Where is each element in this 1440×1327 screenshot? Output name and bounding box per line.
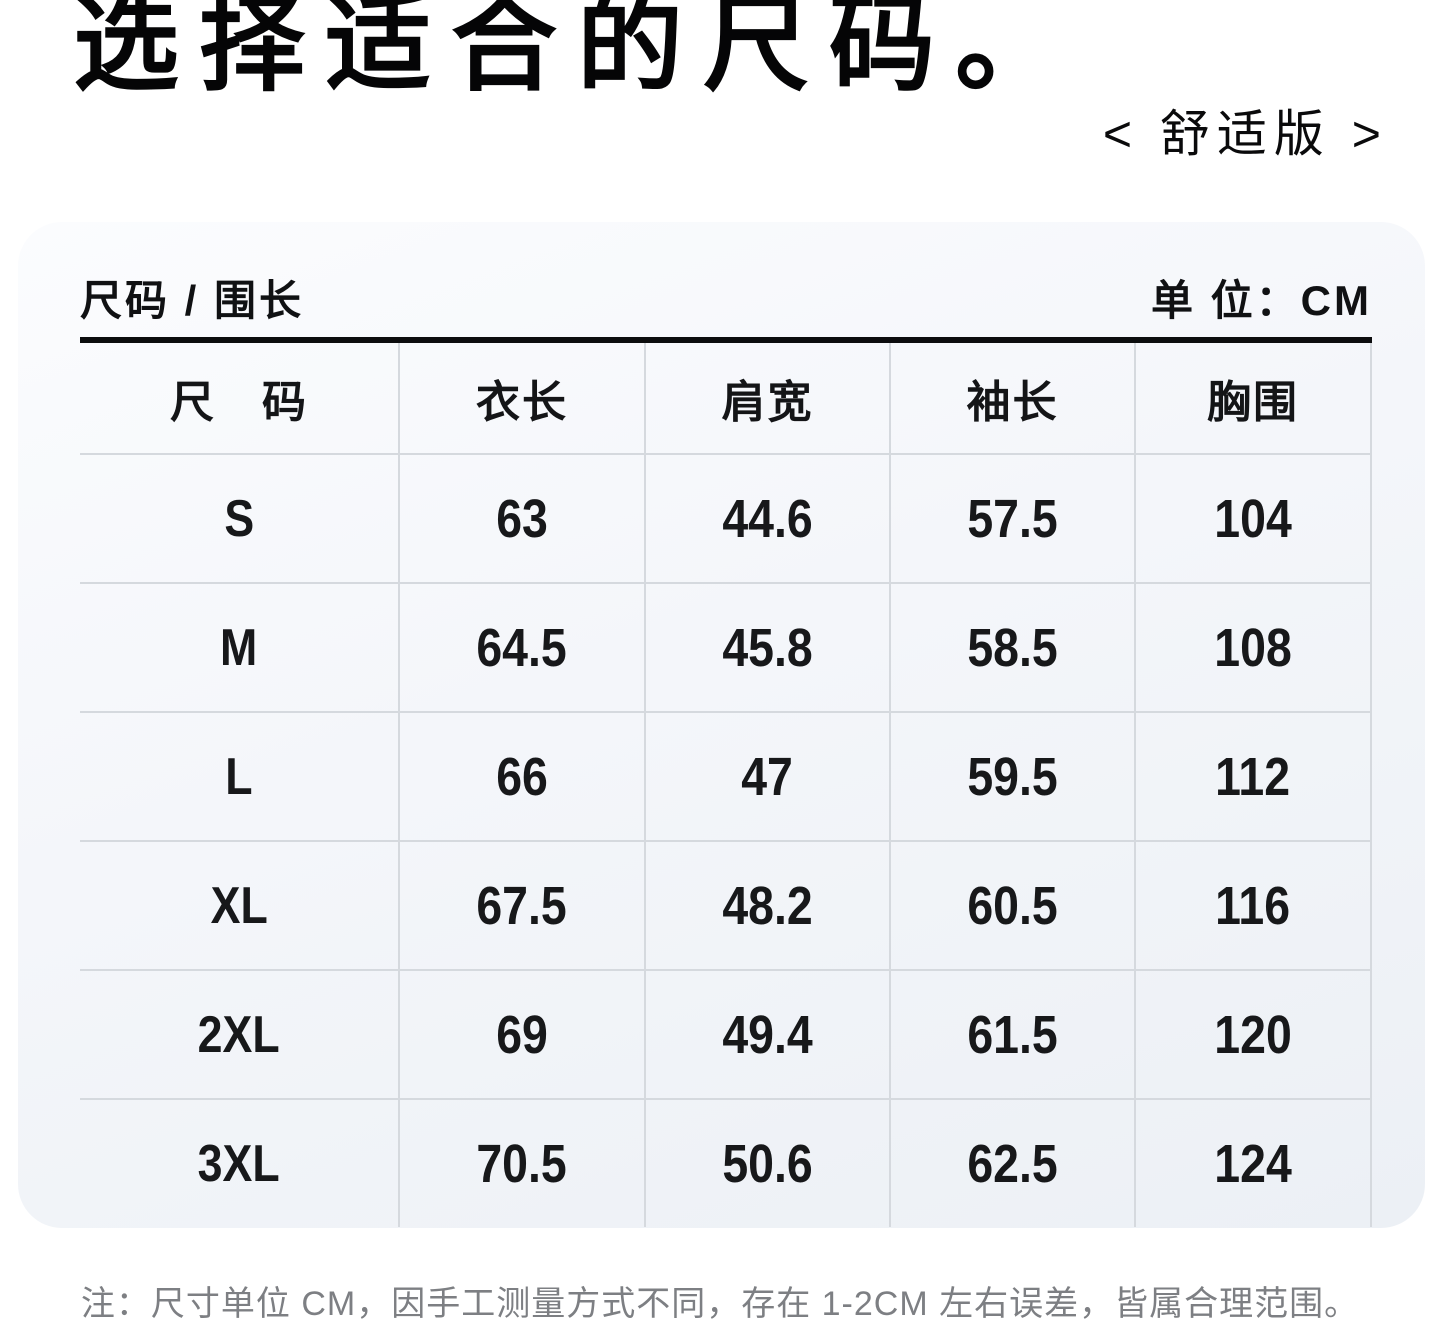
card-subtitle: 尺码 / 围长 (80, 277, 305, 324)
table-row-l: L 66 47 59.5 112 (80, 711, 1372, 840)
column-header-chest: 胸围 (1136, 343, 1372, 453)
value-cell: 124 (1136, 1100, 1372, 1227)
table-row-s: S 63 44.6 57.5 104 (80, 453, 1372, 582)
value-cell: 66 (400, 713, 646, 840)
table-row-2xl: 2XL 69 49.4 61.5 120 (80, 969, 1372, 1098)
card-header: 尺码 / 围长 单 位：CM (80, 267, 1372, 324)
value-cell: 69 (400, 971, 646, 1098)
column-header-length: 衣长 (400, 343, 646, 453)
value-cell: 120 (1136, 971, 1372, 1098)
value-cell: 58.5 (891, 584, 1136, 711)
value-cell: 64.5 (400, 584, 646, 711)
unit-label: 单 位：CM (1151, 277, 1372, 324)
value-cell: 112 (1136, 713, 1372, 840)
size-table: 尺 码 衣长 肩宽 袖长 胸围 S 63 44.6 57.5 104 M 64.… (80, 343, 1372, 1227)
value-cell: 61.5 (891, 971, 1136, 1098)
column-header-shoulder: 肩宽 (646, 343, 891, 453)
table-row-xl: XL 67.5 48.2 60.5 116 (80, 840, 1372, 969)
value-cell: 62.5 (891, 1100, 1136, 1227)
value-cell: 57.5 (891, 455, 1136, 582)
size-chart-card: 尺码 / 围长 单 位：CM 尺 码 衣长 肩宽 袖长 胸围 S 63 44.6… (18, 222, 1425, 1228)
size-cell: 3XL (80, 1100, 400, 1227)
table-row-m: M 64.5 45.8 58.5 108 (80, 582, 1372, 711)
value-cell: 67.5 (400, 842, 646, 969)
footer-note: 注：尺寸单位 CM，因手工测量方式不同，存在 1-2CM 左右误差，皆属合理范围… (80, 1285, 1360, 1323)
header-rule (80, 337, 1372, 343)
size-cell: 2XL (80, 971, 400, 1098)
value-cell: 59.5 (891, 713, 1136, 840)
page-header: 选择适合的尺码。 < 舒适版 > (0, 0, 1440, 172)
size-cell: S (80, 455, 400, 582)
size-cell: XL (80, 842, 400, 969)
value-cell: 50.6 (646, 1100, 891, 1227)
size-cell: L (80, 713, 400, 840)
table-row-3xl: 3XL 70.5 50.6 62.5 124 (80, 1098, 1372, 1227)
value-cell: 104 (1136, 455, 1372, 582)
value-cell: 108 (1136, 584, 1372, 711)
value-cell: 63 (400, 455, 646, 582)
column-header-size: 尺 码 (80, 343, 400, 453)
value-cell: 48.2 (646, 842, 891, 969)
size-cell: M (80, 584, 400, 711)
value-cell: 45.8 (646, 584, 891, 711)
value-cell: 70.5 (400, 1100, 646, 1227)
value-cell: 44.6 (646, 455, 891, 582)
value-cell: 116 (1136, 842, 1372, 969)
table-header-row: 尺 码 衣长 肩宽 袖长 胸围 (80, 343, 1372, 453)
column-header-sleeve: 袖长 (891, 343, 1136, 453)
value-cell: 49.4 (646, 971, 891, 1098)
value-cell: 47 (646, 713, 891, 840)
fit-version-tag: < 舒适版 > (1102, 106, 1388, 162)
page-title: 选择适合的尺码。 (73, 0, 1081, 104)
value-cell: 60.5 (891, 842, 1136, 969)
